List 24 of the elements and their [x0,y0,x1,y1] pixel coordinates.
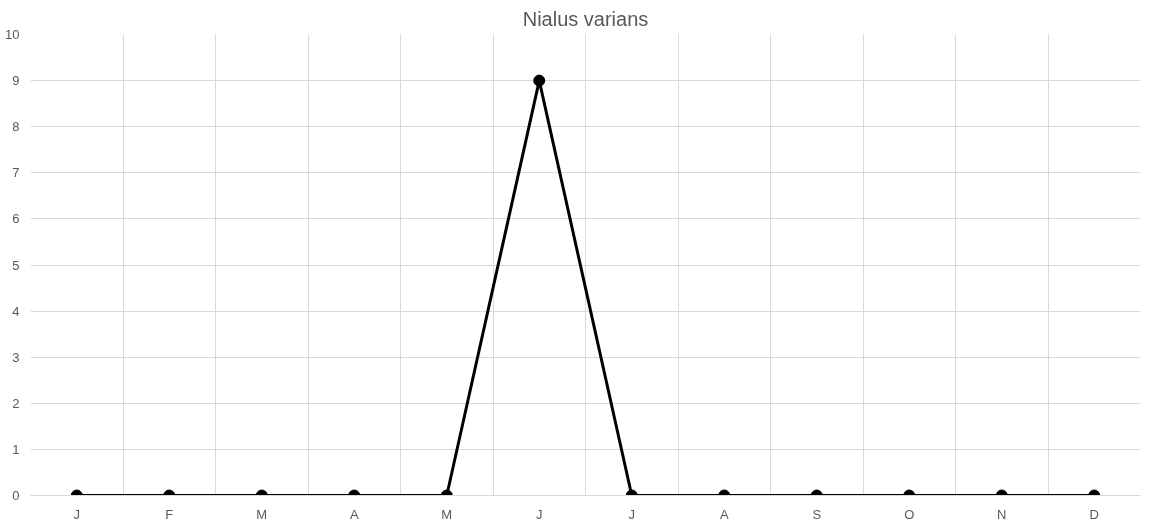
y-tick-label: 0 [12,488,20,503]
y-tick-label: 9 [12,73,20,89]
y-tick-label: 10 [5,27,20,42]
x-tick-label: N [997,506,1007,522]
x-tick-label: F [165,506,174,522]
x-tick-label: M [256,506,268,522]
x-tick-label: D [1089,506,1099,522]
x-tick-label: J [73,506,80,522]
y-tick-label: 5 [12,257,20,273]
y-tick-label: 1 [12,441,20,457]
y-tick-label: 7 [12,165,20,181]
y-tick-label: 8 [12,119,20,135]
x-tick-label: A [349,506,359,522]
y-tick-label: 3 [12,349,20,365]
x-tick-label: A [719,506,729,522]
x-tick-label: J [628,506,635,522]
x-tick-label: J [536,506,543,522]
chart-title: Nialus varians [522,7,649,30]
y-tick-label: 4 [12,303,20,319]
y-tick-label: 2 [12,395,20,411]
y-tick-label: 6 [12,211,20,227]
x-tick-label: S [812,506,822,522]
x-tick-label: O [904,506,915,522]
x-tick-label: M [441,506,453,522]
